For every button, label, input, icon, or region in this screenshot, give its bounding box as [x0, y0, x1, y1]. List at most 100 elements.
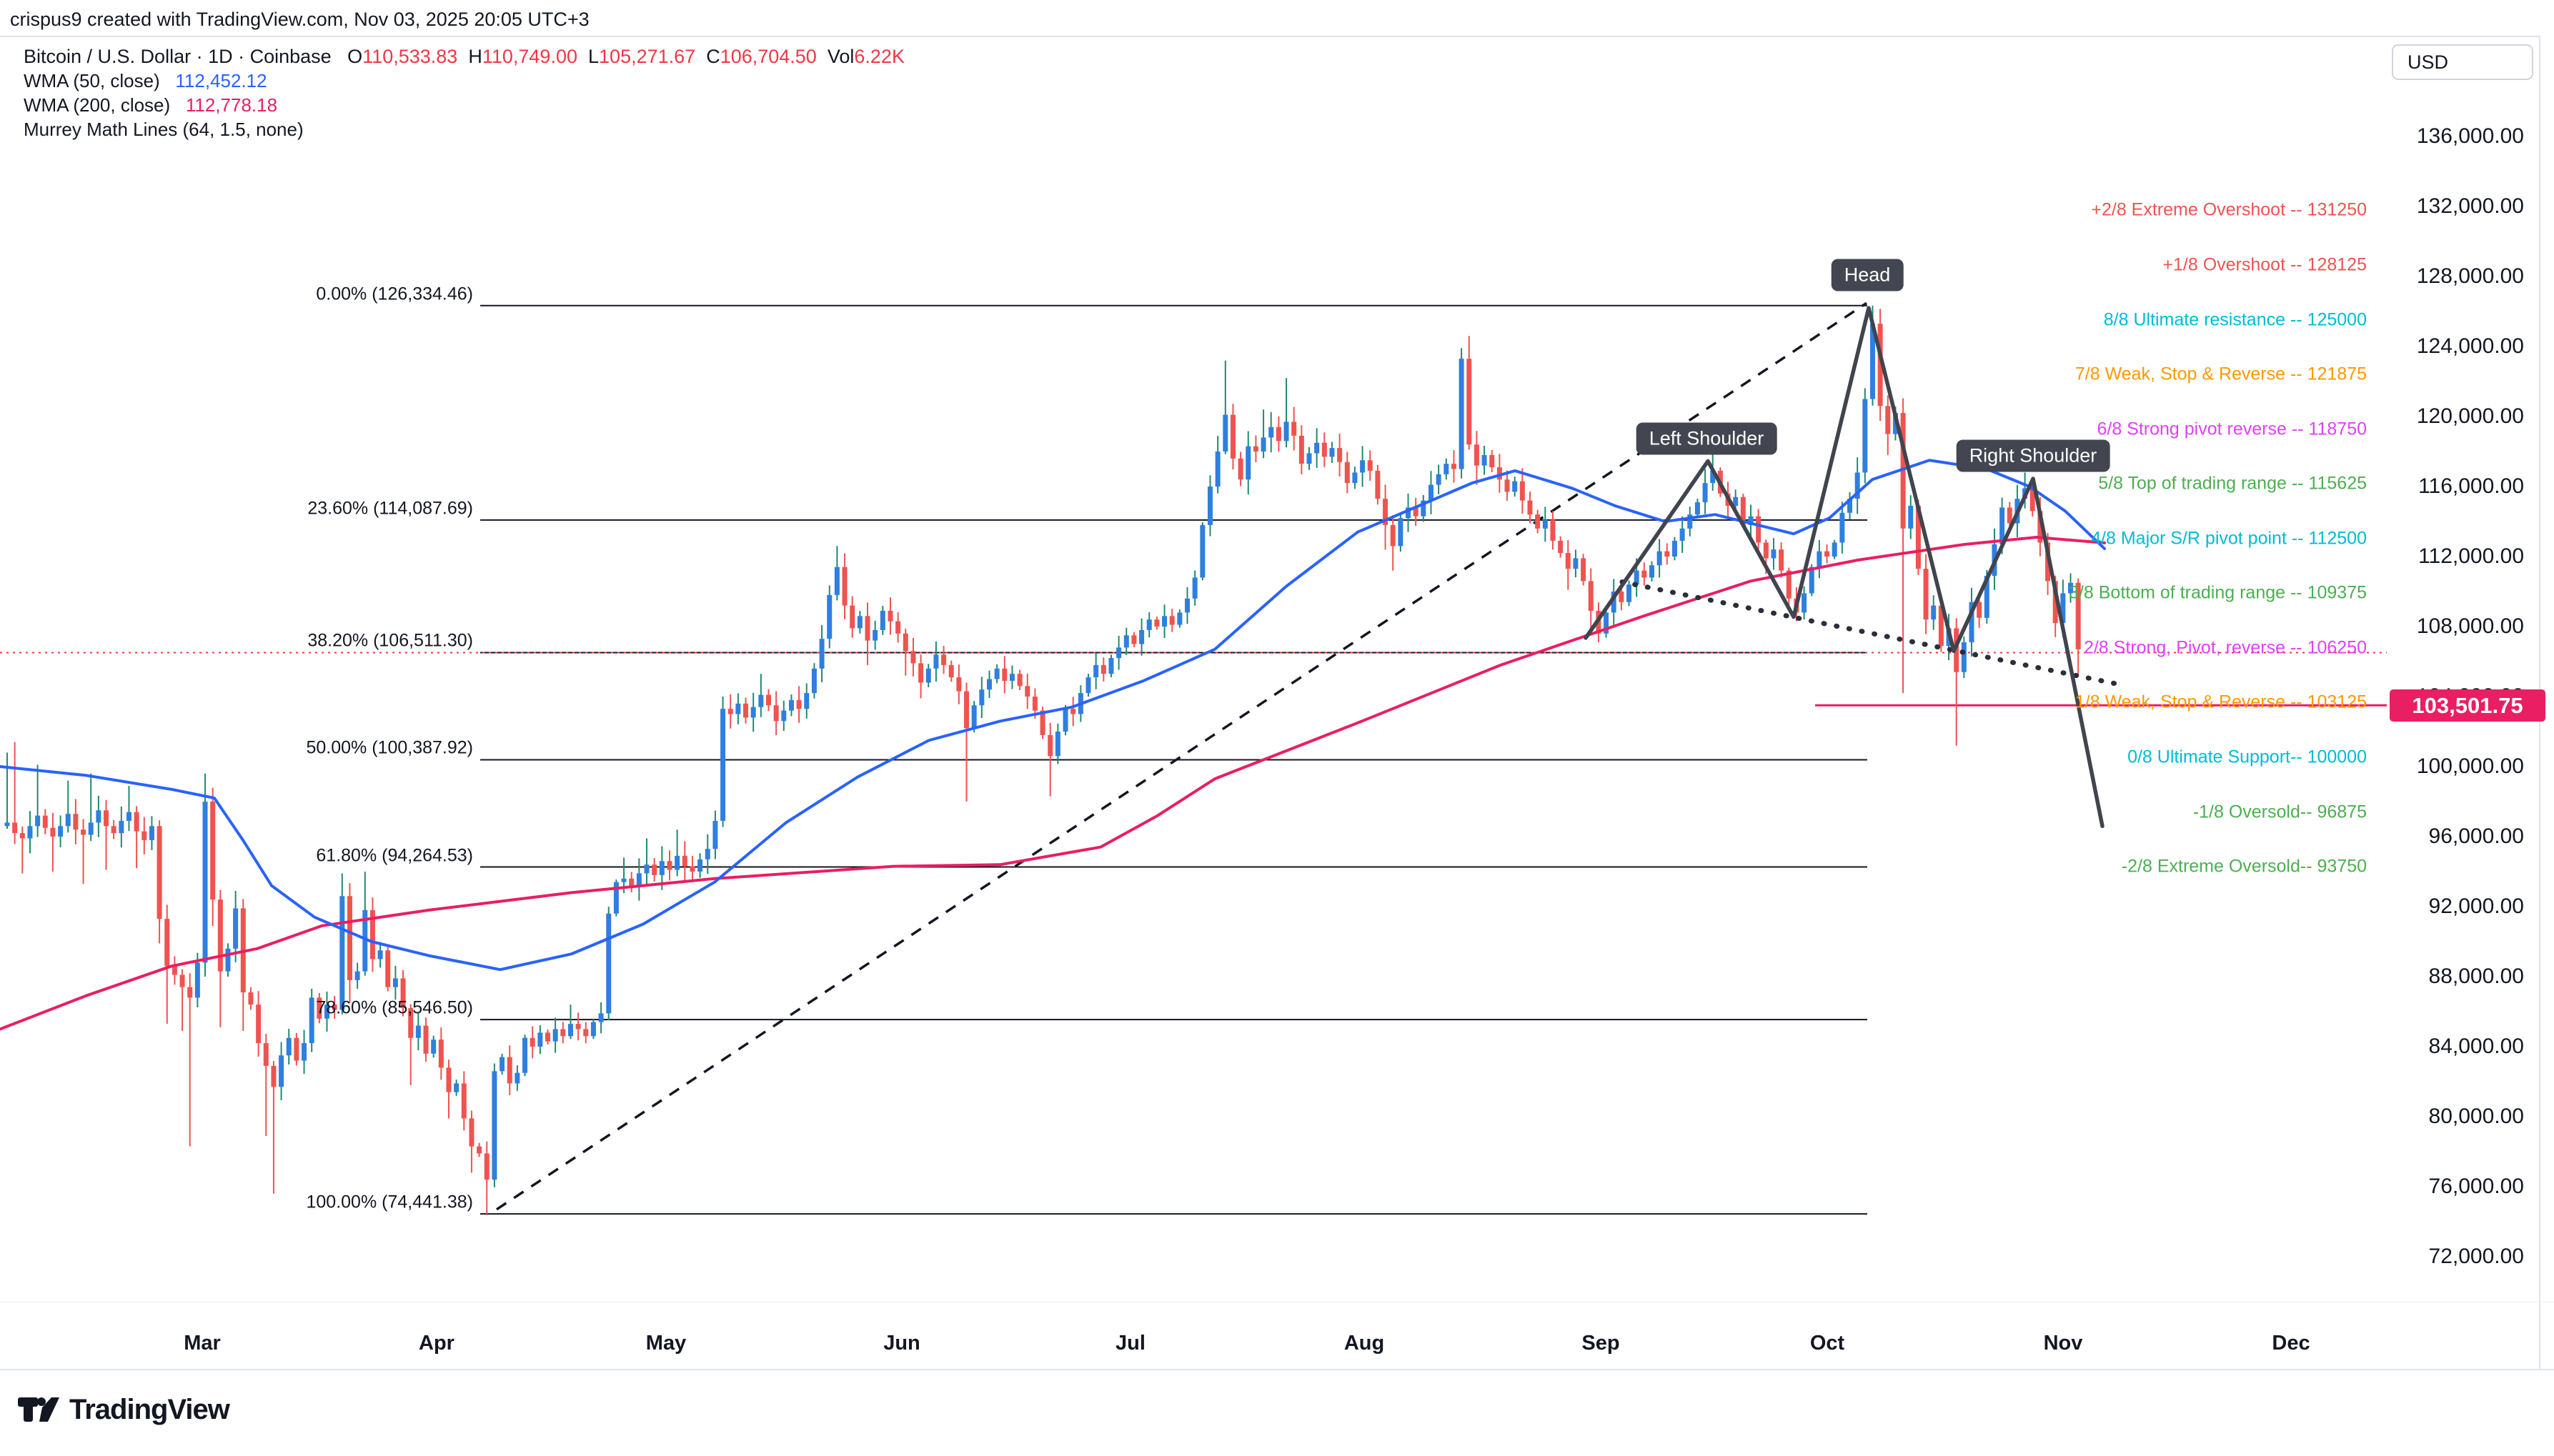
tradingview-logo[interactable]: TradingView [18, 1393, 230, 1426]
candle-body [65, 814, 71, 827]
candle-body [1413, 507, 1418, 517]
fib-level-label[interactable]: 61.80% (94,264.53) [316, 845, 473, 866]
candle-body [827, 594, 833, 639]
candle-body [682, 855, 687, 867]
candle-body [1398, 518, 1403, 547]
fib-level-label[interactable]: 100.00% (74,441.38) [306, 1192, 473, 1212]
candle-body [1619, 592, 1624, 602]
price-scale-tick: 84,000.00 [2428, 1034, 2524, 1058]
candle-body [263, 1043, 269, 1066]
wma50-legend-row[interactable]: WMA (50, close) 112,452.12 [24, 69, 905, 93]
candle-body [598, 1013, 604, 1022]
fib-level-label[interactable]: 23.60% (114,087.69) [307, 498, 473, 519]
candle-body [1215, 452, 1221, 487]
fib-level-label[interactable]: 50.00% (100,387.92) [306, 737, 473, 758]
candle-body [1291, 422, 1297, 436]
candle-body [1009, 674, 1015, 681]
time-axis-bottom-border [0, 1369, 2554, 1370]
candle-body [126, 812, 131, 821]
candle-body [408, 1008, 414, 1038]
candle-body [1055, 732, 1060, 757]
currency-toggle-button[interactable]: USD [2392, 44, 2533, 80]
pattern-badge-right-shoulder[interactable]: Right Shoulder [1956, 439, 2110, 472]
candle-body [979, 689, 985, 706]
candle-body [842, 567, 848, 606]
candle-body [1550, 519, 1556, 541]
murrey-level-label[interactable]: +2/8 Extreme Overshoot -- 131250 [2091, 199, 2367, 220]
candle-body [385, 950, 391, 987]
candle-body [705, 849, 710, 859]
pattern-badge-left-shoulder[interactable]: Left Shoulder [1636, 422, 1777, 455]
candle-body [1763, 542, 1769, 559]
candle-body [172, 966, 177, 975]
murrey-level-label[interactable]: 8/8 Ultimate resistance -- 125000 [2103, 309, 2367, 329]
candle-body [1321, 442, 1327, 457]
murrey-level-label[interactable]: 5/8 Top of trading range -- 115625 [2098, 473, 2367, 494]
candle-body [134, 812, 139, 832]
candle-body [1558, 540, 1564, 554]
candle-body [233, 908, 239, 949]
candle-body [461, 1083, 467, 1119]
candle-body [1337, 448, 1343, 462]
candle-body [2060, 593, 2066, 624]
murrey-level-label[interactable]: 2/8 Strong, Pivot, reverse -- 106250 [2083, 637, 2367, 658]
price-scale-tick: 76,000.00 [2428, 1175, 2524, 1198]
price-scale-tick: 96,000.00 [2428, 824, 2524, 848]
candle-body [1817, 551, 1822, 567]
candle-body [423, 1025, 429, 1054]
candle-body [104, 810, 109, 827]
neckline-dotted[interactable] [1619, 579, 2122, 687]
candle-body [788, 699, 794, 711]
candle-body [1261, 437, 1266, 452]
murrey-level-label[interactable]: 4/8 Major S/R pivot point -- 112500 [2091, 528, 2367, 549]
candle-body [537, 1032, 543, 1047]
candle-body [1268, 427, 1274, 438]
head-and-shoulders-zigzag[interactable] [1584, 306, 2105, 829]
fib-level-label[interactable]: 78.60% (85,546.50) [316, 997, 473, 1018]
wma200-line[interactable] [0, 536, 2106, 1031]
murrey-level-label[interactable]: 0/8 Ultimate Support-- 100000 [2127, 747, 2367, 767]
candle-body [317, 997, 322, 1019]
candle-body [88, 822, 94, 835]
fib-level-label[interactable]: 0.00% (126,334.46) [316, 284, 473, 304]
candle-body [781, 710, 787, 722]
candle-body [96, 810, 101, 823]
murrey-legend-row[interactable]: Murrey Math Lines (64, 1.5, none) [24, 117, 905, 141]
symbol-ohlc-row[interactable]: Bitcoin / U.S. Dollar · 1D · Coinbase O1… [24, 44, 905, 69]
candle-body [1604, 612, 1609, 634]
murrey-level-label[interactable]: 1/8 Weak, Stop & Reverse -- 103125 [2074, 692, 2367, 712]
candle-body [1466, 359, 1472, 445]
current-price-badge[interactable]: 103,501.75 [2390, 689, 2545, 722]
fib-level-label[interactable]: 38.20% (106,511.30) [307, 630, 473, 651]
dashed-trendline[interactable] [496, 301, 1867, 1211]
murrey-level-label[interactable]: +1/8 Overshoot -- 128125 [2162, 254, 2367, 275]
candle-body [1367, 460, 1373, 471]
candle-body [347, 896, 352, 980]
pattern-badge-head[interactable]: Head [1831, 259, 1904, 291]
volume-label: Vol [827, 46, 855, 67]
price-scale-tick: 108,000.00 [2416, 614, 2524, 638]
murrey-level-label[interactable]: -1/8 Oversold-- 96875 [2192, 802, 2367, 822]
murrey-level-label[interactable]: -2/8 Extreme Oversold-- 93750 [2121, 856, 2367, 877]
candle-body [149, 826, 154, 840]
candle-body [2029, 488, 2035, 512]
candle-body [271, 1065, 277, 1087]
wma50-line[interactable] [0, 459, 2106, 972]
time-axis-month-nov: Nov [2043, 1332, 2083, 1355]
candle-body [712, 820, 718, 849]
candle-body [1862, 399, 1868, 473]
murrey-level-label[interactable]: 3/8 Bottom of trading range -- 109375 [2069, 582, 2367, 603]
candle-body [1436, 474, 1441, 485]
price-scale-tick: 128,000.00 [2416, 264, 2524, 288]
murrey-level-label[interactable]: 7/8 Weak, Stop & Reverse -- 121875 [2074, 364, 2367, 384]
chart-legend[interactable]: Bitcoin / U.S. Dollar · 1D · Coinbase O1… [24, 44, 905, 141]
wma200-legend-row[interactable]: WMA (200, close) 112,778.18 [24, 93, 905, 117]
candle-body [766, 694, 771, 706]
candle-body [1344, 462, 1350, 484]
candle-body [1230, 414, 1236, 459]
murrey-level-label[interactable]: 6/8 Strong pivot reverse -- 118750 [2097, 419, 2367, 439]
candle-body [964, 691, 970, 729]
candle-body [179, 974, 185, 987]
candle-body [1383, 499, 1388, 525]
